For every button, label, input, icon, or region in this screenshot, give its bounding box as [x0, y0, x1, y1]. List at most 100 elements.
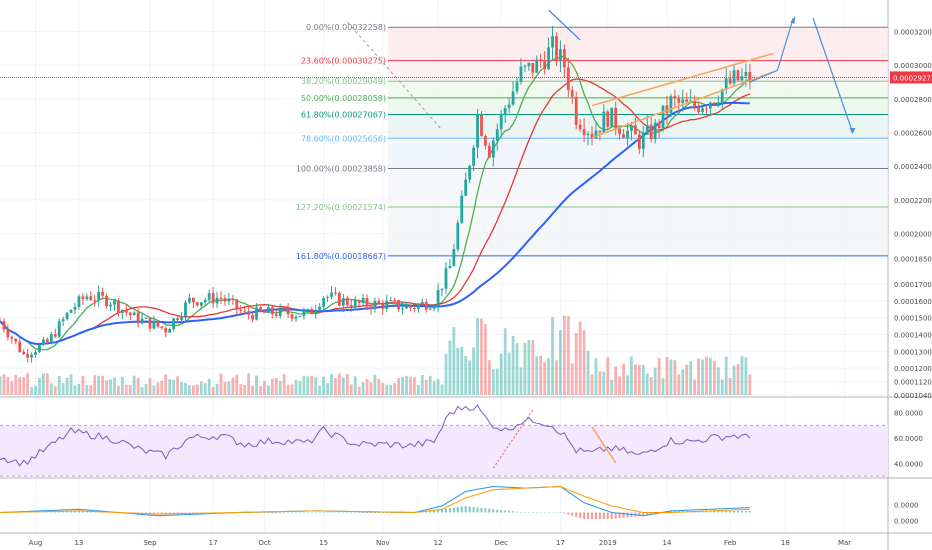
candle-body[interactable] [424, 302, 428, 310]
candle-body[interactable] [637, 134, 641, 149]
candle-body[interactable] [515, 82, 519, 92]
candle-body[interactable] [286, 308, 290, 315]
candle-body[interactable] [381, 302, 385, 309]
candle-body[interactable] [57, 321, 61, 337]
candle-body[interactable] [436, 289, 440, 307]
candle-body[interactable] [239, 309, 243, 311]
candle-body[interactable] [53, 334, 57, 337]
candle-body[interactable] [413, 307, 416, 309]
candle-body[interactable] [65, 312, 69, 320]
candle-body[interactable] [665, 105, 669, 114]
candle-body[interactable] [693, 100, 697, 107]
candle-body[interactable] [432, 306, 436, 309]
candle-body[interactable] [428, 308, 432, 310]
candle-body[interactable] [507, 104, 511, 109]
candle-body[interactable] [266, 307, 270, 313]
candle-body[interactable] [716, 102, 720, 104]
candle-body[interactable] [322, 297, 326, 307]
candle-body[interactable] [341, 297, 345, 306]
candle-body[interactable] [334, 292, 337, 294]
candle-body[interactable] [562, 49, 566, 68]
candle-body[interactable] [681, 99, 685, 103]
candle-body[interactable] [148, 317, 152, 329]
candle-body[interactable] [476, 114, 479, 148]
candle-body[interactable] [164, 328, 168, 333]
candle-body[interactable] [184, 302, 187, 317]
candle-body[interactable] [570, 90, 574, 97]
candle-body[interactable] [109, 304, 112, 307]
candle-body[interactable] [338, 292, 341, 306]
candle-body[interactable] [306, 309, 310, 311]
candle-body[interactable] [606, 111, 610, 127]
projection-up-arrow[interactable] [749, 17, 794, 83]
candle-body[interactable] [420, 302, 424, 305]
candle-body[interactable] [278, 307, 282, 316]
user-drawings[interactable] [346, 9, 856, 139]
candle-body[interactable] [448, 266, 452, 269]
candle-body[interactable] [231, 299, 235, 301]
candle-body[interactable] [385, 300, 389, 309]
candle-body[interactable] [748, 72, 752, 83]
time-axis[interactable]: Aug 13 Sep 17 Oct 15 Nov 12 Dec 17 2019 14 Feb 18 Mar [29, 539, 852, 547]
candle-body[interactable] [405, 305, 408, 309]
candle-body[interactable] [594, 130, 598, 139]
candle-body[interactable] [89, 296, 93, 301]
candle-body[interactable] [282, 307, 286, 309]
candle-body[interactable] [14, 338, 18, 342]
candle-body[interactable] [223, 297, 227, 302]
candle-body[interactable] [259, 307, 262, 312]
candle-body[interactable] [251, 314, 254, 320]
candle-body[interactable] [598, 130, 602, 133]
candle-body[interactable] [677, 98, 681, 103]
candle-body[interactable] [649, 124, 653, 140]
candle-body[interactable] [211, 293, 215, 304]
candle-body[interactable] [215, 297, 219, 304]
candle-body[interactable] [113, 300, 116, 305]
candle-body[interactable] [618, 128, 622, 135]
candle-body[interactable] [574, 96, 578, 125]
candle-body[interactable] [744, 72, 748, 77]
candle-body[interactable] [227, 299, 231, 302]
candle-body[interactable] [369, 306, 373, 310]
candle-body[interactable] [77, 296, 81, 307]
candle-body[interactable] [531, 62, 535, 73]
candle-body[interactable] [389, 299, 393, 301]
candle-body[interactable] [270, 307, 274, 315]
candle-body[interactable] [740, 76, 744, 81]
candle-body[interactable] [582, 129, 586, 136]
arrow-line[interactable] [548, 9, 581, 41]
candle-body[interactable] [705, 108, 708, 110]
candle-body[interactable] [85, 296, 89, 300]
candle-body[interactable] [539, 59, 543, 62]
candle-body[interactable] [180, 316, 183, 321]
candle-body[interactable] [349, 305, 353, 308]
candle-body[interactable] [10, 337, 14, 339]
candle-body[interactable] [61, 319, 65, 322]
candle-body[interactable] [93, 300, 97, 302]
candle-body[interactable] [409, 305, 412, 308]
candle-body[interactable] [195, 302, 199, 306]
candle-body[interactable] [172, 318, 176, 330]
candle-body[interactable] [160, 326, 164, 329]
candle-body[interactable] [491, 140, 495, 158]
candle-body[interactable] [152, 320, 156, 329]
candle-body[interactable] [274, 314, 278, 316]
candle-body[interactable] [622, 134, 625, 139]
candle-body[interactable] [626, 130, 629, 139]
candle-body[interactable] [634, 125, 637, 135]
candle-body[interactable] [641, 132, 645, 149]
candle-body[interactable] [590, 133, 594, 139]
candle-body[interactable] [263, 311, 266, 313]
candle-body[interactable] [45, 339, 49, 343]
candle-body[interactable] [669, 96, 673, 114]
candle-body[interactable] [724, 78, 728, 90]
candle-body[interactable] [235, 299, 239, 310]
candle-body[interactable] [140, 318, 144, 324]
candle-body[interactable] [365, 298, 369, 307]
current-price-badge[interactable] [890, 71, 932, 84]
candle-body[interactable] [519, 66, 523, 83]
candle-body[interactable] [480, 114, 483, 137]
candle-body[interactable] [559, 49, 562, 61]
candle-body[interactable] [653, 122, 657, 140]
candle-body[interactable] [685, 99, 689, 102]
